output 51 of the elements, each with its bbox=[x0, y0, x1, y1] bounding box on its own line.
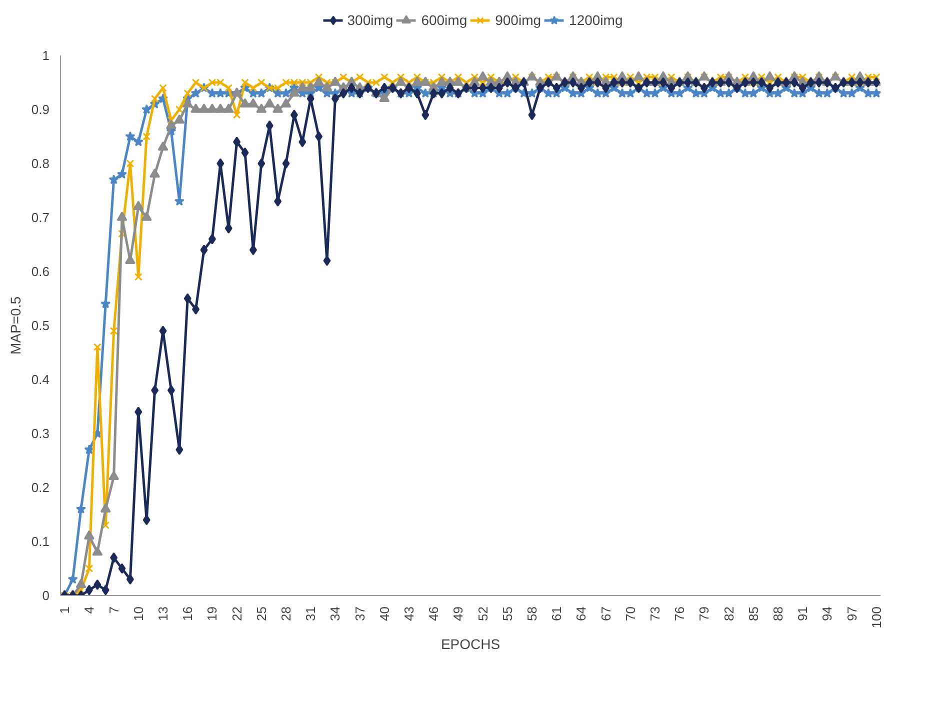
x-tick-label: 46 bbox=[426, 606, 442, 621]
y-tick-label: 0.6 bbox=[31, 264, 50, 279]
x-tick-label: 91 bbox=[795, 606, 810, 621]
x-tick-label: 55 bbox=[500, 606, 515, 621]
y-tick-label: 0.8 bbox=[31, 156, 50, 171]
x-tick-label: 73 bbox=[648, 606, 662, 621]
x-tick-label: 49 bbox=[450, 606, 466, 621]
x-tick-label: 43 bbox=[402, 606, 416, 621]
x-tick-label: 1 bbox=[57, 606, 72, 614]
y-tick-label: 0.4 bbox=[31, 372, 50, 387]
y-tick-label: 0.3 bbox=[31, 426, 50, 441]
x-tick-label: 100 bbox=[868, 606, 884, 628]
x-tick-label: 22 bbox=[229, 606, 244, 621]
x-tick-label: 64 bbox=[574, 606, 589, 621]
x-tick-label: 70 bbox=[622, 606, 638, 621]
x-tick-label: 34 bbox=[328, 606, 343, 621]
legend-label: 600img bbox=[421, 12, 468, 28]
y-axis-title: MAP=0.5 bbox=[7, 296, 24, 354]
x-tick-label: 79 bbox=[696, 606, 712, 621]
x-tick-label: 76 bbox=[672, 606, 688, 621]
y-tick-label: 0.7 bbox=[31, 210, 50, 225]
x-tick-label: 13 bbox=[156, 606, 170, 621]
x-tick-label: 25 bbox=[254, 606, 269, 621]
y-tick-label: 0.9 bbox=[31, 102, 50, 117]
x-tick-label: 97 bbox=[844, 606, 860, 621]
x-tick-label: 31 bbox=[303, 606, 318, 621]
x-tick-label: 10 bbox=[130, 606, 146, 621]
y-tick-label: 1 bbox=[42, 48, 50, 63]
x-tick-label: 85 bbox=[746, 606, 761, 621]
x-tick-label: 16 bbox=[180, 606, 196, 621]
x-tick-label: 58 bbox=[524, 606, 540, 621]
legend-label: 300img bbox=[347, 12, 394, 28]
x-tick-label: 94 bbox=[820, 606, 835, 621]
legend-label: 900img bbox=[495, 12, 542, 28]
x-tick-label: 19 bbox=[204, 606, 220, 621]
y-tick-label: 0.1 bbox=[31, 534, 50, 549]
x-tick-label: 82 bbox=[721, 606, 736, 621]
x-axis-title: EPOCHS bbox=[440, 636, 500, 652]
x-tick-label: 52 bbox=[475, 606, 490, 621]
x-tick-label: 67 bbox=[598, 606, 614, 621]
x-tick-label: 88 bbox=[770, 606, 786, 621]
x-tick-label: 28 bbox=[278, 606, 294, 621]
y-tick-label: 0.2 bbox=[31, 480, 50, 495]
y-tick-label: 0 bbox=[42, 588, 50, 603]
x-tick-label: 61 bbox=[549, 606, 564, 621]
x-tick-label: 40 bbox=[376, 606, 392, 621]
x-tick-label: 7 bbox=[106, 606, 122, 614]
legend-label: 1200img bbox=[569, 12, 623, 28]
x-tick-label: 4 bbox=[82, 606, 97, 614]
x-tick-label: 37 bbox=[352, 606, 368, 621]
y-tick-label: 0.5 bbox=[31, 318, 50, 333]
